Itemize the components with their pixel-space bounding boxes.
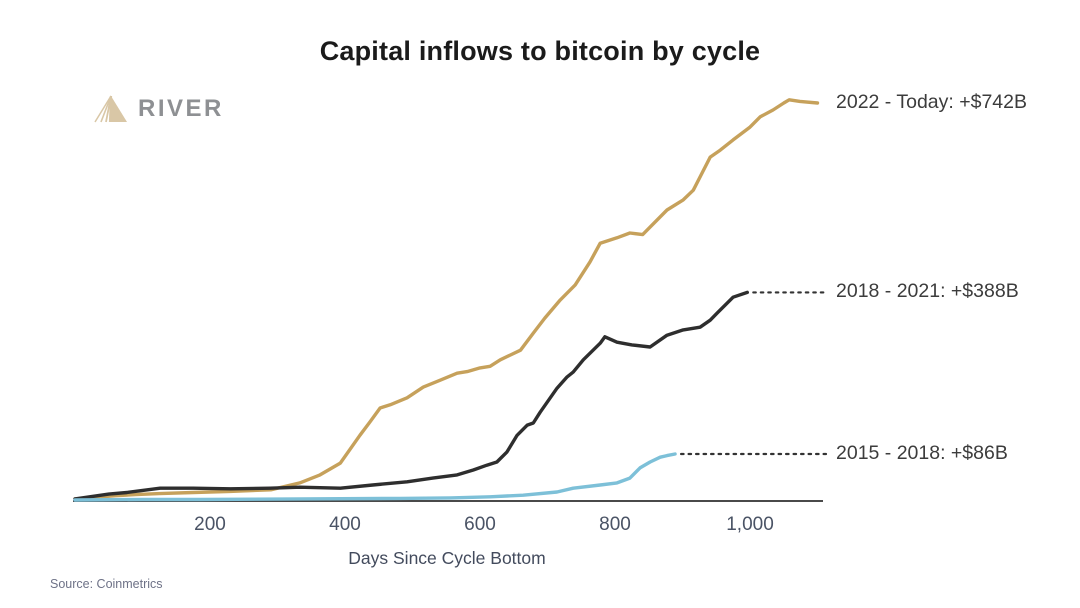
x-tick-label-600: 600	[464, 514, 496, 535]
river-logo: RIVER	[93, 94, 224, 124]
logo-brand-text: RIVER	[138, 95, 224, 122]
series-line-2	[73, 452, 677, 502]
source-note: Source: Coinmetrics	[50, 577, 163, 591]
series-label-0: 2022 - Today: +$742B	[836, 91, 1028, 114]
x-tick-label-200: 200	[194, 514, 226, 535]
x-tick-label-1000: 1,000	[726, 514, 774, 535]
series-label-2: 2015 - 2018: +$86B	[836, 441, 1008, 464]
series-line-1	[73, 290, 749, 501]
x-axis-title: Days Since Cycle Bottom	[348, 548, 546, 568]
series-line-0	[73, 98, 820, 501]
x-tick-label-800: 800	[599, 514, 631, 535]
series-label-1: 2018 - 2021: +$388B	[836, 280, 1019, 303]
river-mountain-icon	[94, 95, 127, 123]
x-tick-label-400: 400	[329, 514, 361, 535]
page-title: Capital inflows to bitcoin by cycle	[319, 36, 761, 66]
